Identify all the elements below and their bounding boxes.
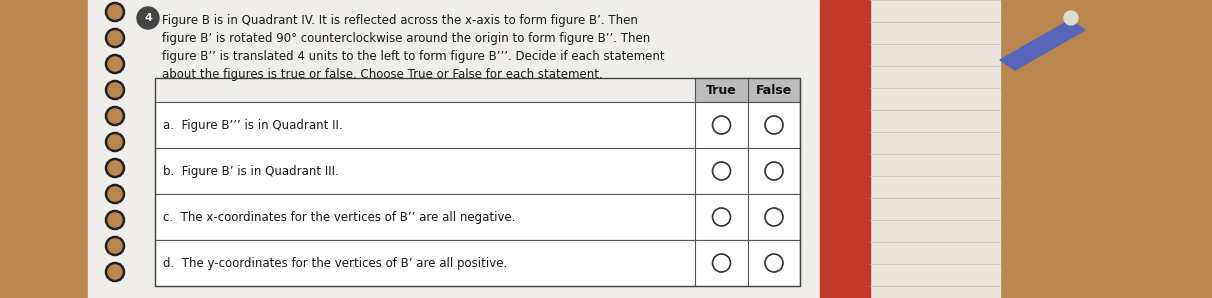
- Circle shape: [105, 55, 124, 73]
- Text: figure B’ is rotated 90° counterclockwise around the origin to form figure B’’. : figure B’ is rotated 90° counterclockwis…: [162, 32, 651, 45]
- Circle shape: [765, 116, 783, 134]
- Bar: [821, 0, 870, 298]
- Circle shape: [137, 7, 159, 29]
- Polygon shape: [1000, 20, 1085, 70]
- Circle shape: [1064, 11, 1077, 25]
- Circle shape: [105, 211, 124, 229]
- Text: b.  Figure B’ is in Quadrant III.: b. Figure B’ is in Quadrant III.: [162, 164, 338, 178]
- Text: Figure B is in Quadrant IV. It is reflected across the x-axis to form figure B’.: Figure B is in Quadrant IV. It is reflec…: [162, 14, 638, 27]
- Text: figure B’’ is translated 4 units to the left to form figure B’’’. Decide if each: figure B’’ is translated 4 units to the …: [162, 50, 664, 63]
- Circle shape: [765, 162, 783, 180]
- Circle shape: [105, 81, 124, 99]
- Circle shape: [713, 208, 731, 226]
- Bar: [155, 78, 800, 286]
- Circle shape: [713, 116, 731, 134]
- Circle shape: [713, 254, 731, 272]
- Circle shape: [713, 162, 731, 180]
- Bar: [88, 0, 870, 298]
- Bar: [155, 240, 800, 286]
- Circle shape: [105, 29, 124, 47]
- Bar: [694, 78, 800, 102]
- Text: 4: 4: [144, 13, 152, 23]
- Circle shape: [105, 3, 124, 21]
- Circle shape: [105, 133, 124, 151]
- Circle shape: [105, 263, 124, 281]
- Text: True: True: [707, 83, 737, 97]
- Bar: [155, 148, 800, 194]
- Bar: [155, 194, 800, 240]
- Circle shape: [105, 237, 124, 255]
- Text: c.  The x-coordinates for the vertices of B’’ are all negative.: c. The x-coordinates for the vertices of…: [162, 210, 515, 224]
- Text: d.  The y-coordinates for the vertices of B’ are all positive.: d. The y-coordinates for the vertices of…: [162, 257, 508, 269]
- Circle shape: [765, 254, 783, 272]
- Text: False: False: [756, 83, 793, 97]
- Circle shape: [105, 107, 124, 125]
- Circle shape: [105, 185, 124, 203]
- Bar: [155, 102, 800, 148]
- Text: a.  Figure B’’’ is in Quadrant II.: a. Figure B’’’ is in Quadrant II.: [162, 119, 343, 131]
- Bar: [870, 0, 1000, 298]
- Circle shape: [765, 208, 783, 226]
- Circle shape: [105, 159, 124, 177]
- Text: about the figures is true or false. Choose True or False for each statement.: about the figures is true or false. Choo…: [162, 68, 602, 81]
